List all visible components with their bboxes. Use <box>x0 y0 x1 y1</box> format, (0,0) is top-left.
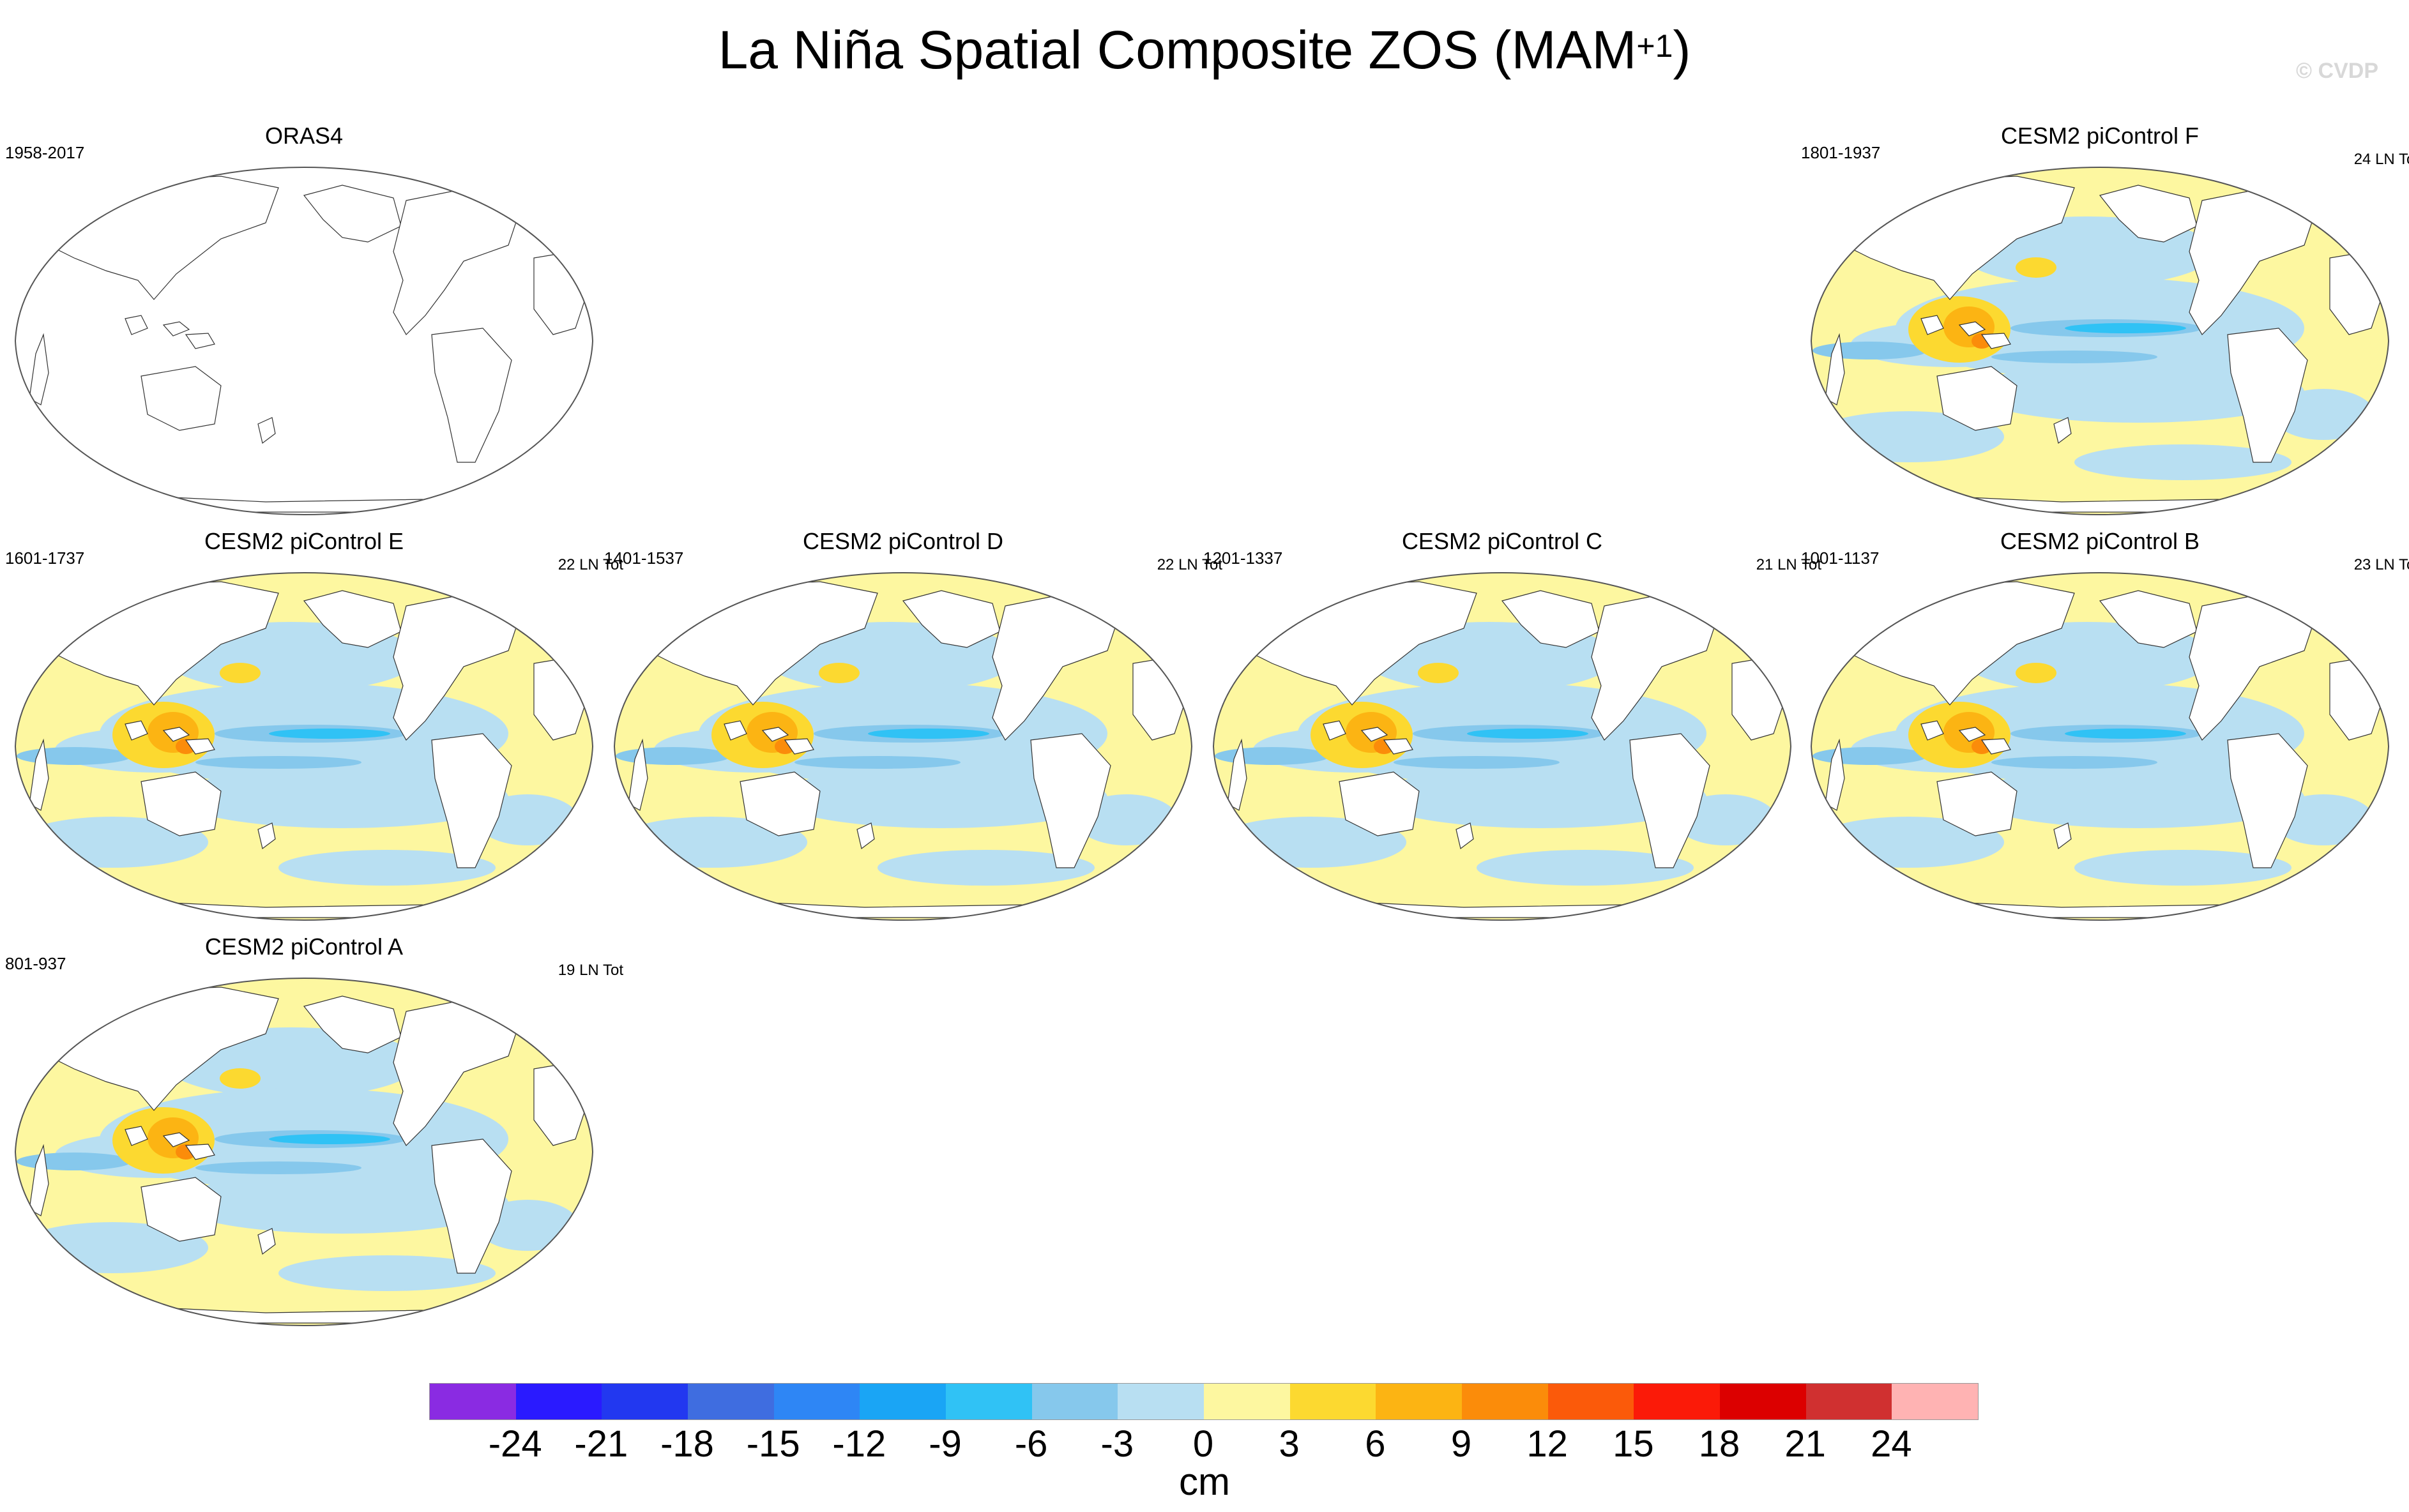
panel-count: 21 LN Tot <box>1756 556 1821 573</box>
colorbar-box <box>860 1384 946 1419</box>
map-cesm2-f <box>1810 166 2390 516</box>
colorbar-tick-label: -9 <box>929 1423 962 1465</box>
panel-cesm2-b: CESM2 piControl B 1001-1137 23 LN Tot <box>1801 527 2409 921</box>
figure-title: La Niña Spatial Composite ZOS (MAM+1) <box>718 20 1691 80</box>
panel-years: 1801-1937 <box>1801 143 1881 162</box>
colorbar-tick-label: 18 <box>1698 1423 1740 1465</box>
colorbar-tick-label: 0 <box>1192 1423 1214 1465</box>
colorbar-tick-label: 6 <box>1365 1423 1386 1465</box>
colorbar-box <box>1892 1384 1979 1419</box>
panel-count: 23 LN Tot <box>2353 556 2409 573</box>
colorbar <box>429 1383 1979 1420</box>
colorbar-box <box>602 1384 688 1419</box>
panel-years: 1401-1537 <box>604 548 684 568</box>
colorbar-tick-label: -18 <box>660 1423 714 1465</box>
map-cesm2-b <box>1810 571 2390 921</box>
map-cesm2-a <box>14 977 594 1327</box>
panel-cesm2-e: CESM2 piControl E 1601-1737 22 LN Tot <box>5 527 623 921</box>
panel-title: CESM2 piControl B <box>2000 528 2200 554</box>
colorbar-box <box>1720 1384 1806 1419</box>
colorbar-box <box>946 1384 1032 1419</box>
colorbar-ticks: -24 -21 -18 -15 -12 -9 -6 -3 0 3 6 9 12 15 18 21 24 <box>429 1423 1977 1467</box>
colorbar-box <box>1031 1384 1118 1419</box>
colorbar-tick-label: -21 <box>574 1423 628 1465</box>
panel-title: CESM2 piControl A <box>204 934 404 960</box>
colorbar-unit: cm <box>1179 1460 1230 1503</box>
panel-cesm2-d: CESM2 piControl D 1401-1537 22 LN Tot <box>604 527 1222 921</box>
colorbar-tick-label: -24 <box>488 1423 542 1465</box>
colorbar-box <box>1805 1384 1892 1419</box>
panel-years: 1001-1137 <box>1801 548 1880 568</box>
panel-title: CESM2 piControl D <box>802 528 1004 554</box>
map-cesm2-c <box>1212 571 1792 921</box>
colorbar-tick-label: -12 <box>832 1423 886 1465</box>
colorbar-box <box>1634 1384 1721 1419</box>
colorbar-tick-label: 12 <box>1526 1423 1568 1465</box>
colorbar-tick-label: 24 <box>1871 1423 1912 1465</box>
colorbar-box <box>1462 1384 1548 1419</box>
colorbar-tick-label: 21 <box>1784 1423 1826 1465</box>
colorbar-tick-label: 9 <box>1450 1423 1472 1465</box>
panel-years: 1201-1337 <box>1203 548 1283 568</box>
panel-years: 801-937 <box>5 954 66 973</box>
colorbar-tick-label: -6 <box>1014 1423 1048 1465</box>
colorbar-box <box>430 1384 516 1419</box>
cvdp-credit: © CVDP <box>2296 59 2378 83</box>
colorbar-tick-label: 15 <box>1613 1423 1654 1465</box>
colorbar-box <box>773 1384 860 1419</box>
colorbar-tick-label: -15 <box>746 1423 800 1465</box>
panel-title: CESM2 piControl E <box>204 528 404 554</box>
panel-cesm2-c: CESM2 piControl C 1201-1337 21 LN Tot <box>1203 527 1821 921</box>
map-cesm2-e <box>14 571 594 921</box>
colorbar-box <box>1204 1384 1290 1419</box>
panel-count: 22 LN Tot <box>1157 556 1222 573</box>
panel-count: 22 LN Tot <box>558 556 623 573</box>
colorbar-box <box>1547 1384 1634 1419</box>
panel-years: 1958-2017 <box>5 143 85 162</box>
colorbar-tick-label: 3 <box>1279 1423 1300 1465</box>
panel-title: ORAS4 <box>264 123 344 149</box>
colorbar-box <box>515 1384 602 1419</box>
panel-count: 19 LN Tot <box>558 962 623 979</box>
panel-cesm2-a: CESM2 piControl A 801-937 19 LN Tot <box>5 932 623 1327</box>
panel-title: CESM2 piControl C <box>1401 528 1603 554</box>
panel-years: 1601-1737 <box>5 548 85 568</box>
map-cesm2-d <box>613 571 1193 921</box>
panel-count: 24 LN Tot <box>2353 151 2409 168</box>
map-oras4 <box>14 166 594 516</box>
panel-oras4: ORAS4 1958-2017 <box>5 121 603 516</box>
colorbar-box <box>688 1384 774 1419</box>
panel-title: CESM2 piControl F <box>2000 123 2200 149</box>
colorbar-box <box>1289 1384 1376 1419</box>
colorbar-box <box>1118 1384 1204 1419</box>
panel-cesm2-f: CESM2 piControl F 1801-1937 24 LN Tot <box>1801 121 2409 516</box>
colorbar-tick-label: -3 <box>1100 1423 1134 1465</box>
colorbar-box <box>1376 1384 1463 1419</box>
